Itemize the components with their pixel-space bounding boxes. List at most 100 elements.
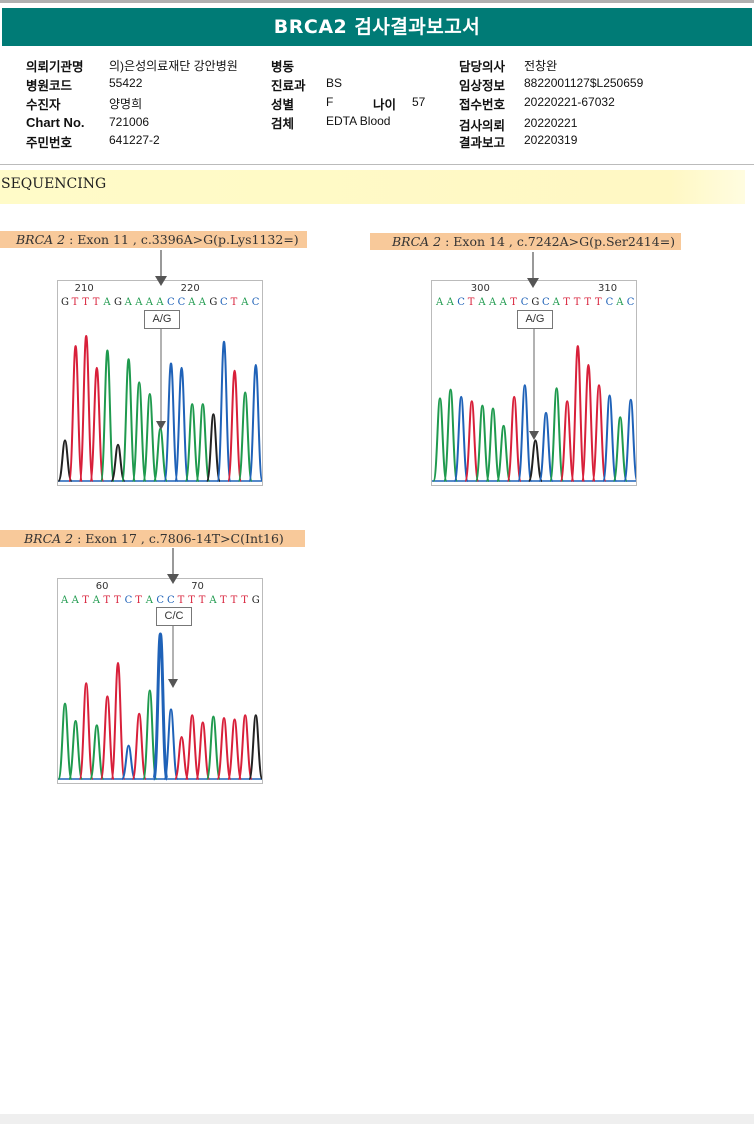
base-call: A [435, 297, 444, 308]
base-call: T [178, 595, 185, 606]
info-label: 결과보고 [459, 135, 506, 150]
base-call: A [477, 297, 486, 308]
trace-peak [110, 443, 126, 482]
trace-peak [78, 682, 94, 780]
trace-peak [195, 721, 211, 780]
trace-peak [68, 345, 84, 482]
base-call: T [595, 297, 602, 308]
base-call: C [457, 297, 465, 308]
trace-peak [464, 400, 480, 482]
info-value: EDTA Blood [326, 114, 391, 128]
variant-detail: : Exon 11 , c.3396A>G(p.Lys1132=) [65, 232, 299, 247]
info-label: 임상정보 [459, 78, 506, 93]
base-call: T [574, 297, 581, 308]
base-call: C [542, 297, 550, 308]
base-call: C [521, 297, 529, 308]
trace-peak [485, 407, 501, 482]
gene-name: BRCA 2 [16, 232, 66, 247]
base-call: T [563, 297, 570, 308]
info-label: 성별 [271, 97, 295, 112]
position-label: 70 [191, 581, 204, 592]
base-call: T [584, 297, 591, 308]
trace-peak [131, 712, 147, 780]
base-call: A [208, 595, 217, 606]
info-value: 20220221-67032 [524, 95, 615, 109]
info-value: 57 [412, 95, 426, 109]
trace-peak [99, 349, 115, 482]
trace-peak [205, 413, 221, 482]
base-call: C [167, 595, 175, 606]
info-label: 검체 [271, 116, 295, 131]
arrow-down-icon [155, 250, 167, 286]
trace-peak [152, 427, 168, 482]
base-call: T [468, 297, 475, 308]
info-value: F [326, 95, 334, 109]
info-label: 주민번호 [26, 135, 73, 150]
base-call: A [155, 297, 164, 308]
info-label: 담당의사 [459, 59, 506, 74]
genotype-call: A/G [517, 310, 553, 329]
base-call: A [446, 297, 455, 308]
base-call: A [552, 297, 561, 308]
report-title: BRCA2 검사결과보고서 [2, 8, 752, 46]
trace-peak [121, 358, 137, 482]
base-call: A [102, 297, 111, 308]
position-label: 220 [181, 283, 200, 294]
base-call: A [134, 297, 143, 308]
patient-info: 의뢰기관명 의)은성의료재단 강안병원 병원코드 55422 수진자 양명희 C… [0, 0, 754, 160]
trace-peak [163, 708, 179, 780]
trace-peak [142, 689, 158, 780]
chromatogram: 60 70 A A T A T T C T A C C T T T A T T T G C/C [57, 578, 263, 784]
info-value: 20220319 [524, 133, 578, 147]
trace-peak [506, 395, 522, 482]
trace-peak [78, 334, 94, 482]
trace-peak [99, 695, 115, 780]
trace-peak [184, 714, 200, 780]
trace-peak [591, 384, 607, 482]
base-call: A [488, 297, 497, 308]
trace-peak [570, 345, 586, 482]
info-label: 나이 [373, 97, 397, 112]
base-call: C [125, 595, 133, 606]
info-label: 의뢰기관명 [26, 59, 84, 74]
trace-peak [237, 391, 253, 482]
page-footer [0, 1114, 754, 1124]
trace-peak [131, 381, 147, 482]
variant-detail: : Exon 17 , c.7806-14T>C(Int16) [73, 531, 284, 546]
base-call: A [92, 595, 101, 606]
genotype-call: A/G [144, 310, 180, 329]
base-call: T [135, 595, 142, 606]
info-label: 진료과 [271, 78, 306, 93]
trace-peak [227, 369, 243, 482]
divider [0, 164, 754, 165]
info-label: 접수번호 [459, 97, 506, 112]
base-call: A [60, 595, 69, 606]
trace-peak [517, 384, 533, 482]
base-call: T [220, 595, 227, 606]
info-value: 전창완 [524, 59, 558, 73]
trace-peak [602, 394, 618, 482]
base-call: T [199, 595, 206, 606]
trace-peak [612, 416, 628, 482]
base-call: T [188, 595, 195, 606]
base-call: T [103, 595, 110, 606]
trace-peak [184, 403, 200, 482]
trace-peak [195, 403, 211, 482]
position-label: 210 [75, 283, 94, 294]
trace-peak [496, 424, 512, 482]
base-call: C [167, 297, 175, 308]
info-label: 수진자 [26, 97, 61, 112]
arrow-down-icon [527, 252, 539, 288]
base-call: A [145, 595, 154, 606]
arrow-down-icon [156, 421, 166, 430]
variant-label: BRCA 2 : Exon 11 , c.3396A>G(p.Lys1132=) [0, 231, 307, 248]
base-call: C [220, 297, 228, 308]
info-value: 의)은성의료재단 강안병원 [109, 59, 238, 73]
base-call: G [209, 297, 217, 308]
trace-peak [538, 411, 554, 482]
trace-peak [559, 400, 575, 482]
base-call: T [114, 595, 121, 606]
base-call: T [241, 595, 248, 606]
trace-peak [227, 718, 243, 780]
